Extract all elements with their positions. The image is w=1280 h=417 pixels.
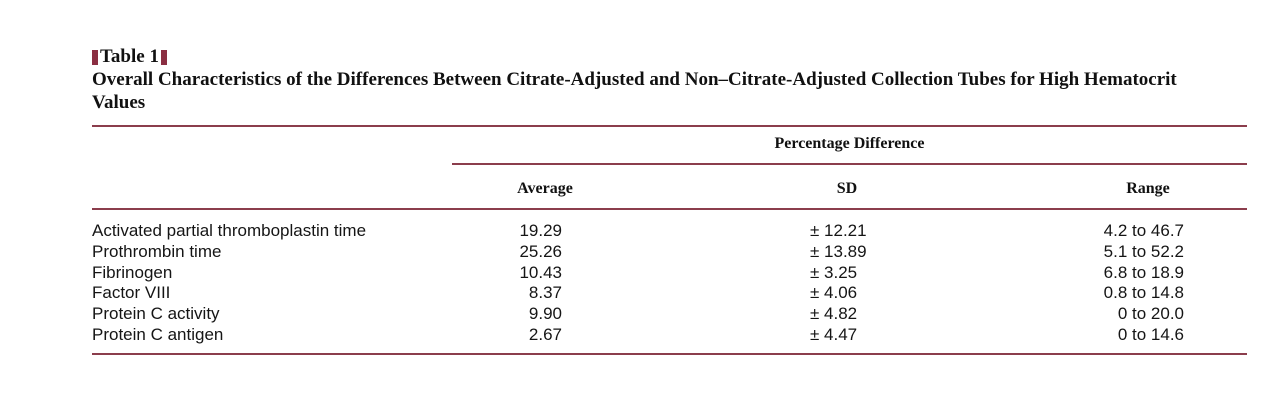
cell-range: 5.1 to 52.2	[1103, 241, 1184, 261]
cell-average: 8.37	[528, 283, 562, 303]
cell-range: 0.8 to 14.8	[1103, 283, 1184, 303]
row-label: Protein C activity	[92, 304, 220, 324]
cell-sd: ± 12.21	[810, 221, 867, 240]
cell-range: 0 to 14.6	[1117, 324, 1184, 344]
cell-sd: ± 13.89	[810, 241, 867, 261]
row-label: Prothrombin time	[92, 241, 222, 261]
column-header-range: Range	[1126, 180, 1170, 197]
cell-average: 25.26	[519, 241, 562, 261]
row-label: Fibrinogen	[92, 262, 173, 282]
table-row: Fibrinogen 10.43 ± 3.25 6.8 to 18.9	[92, 263, 1247, 284]
table-row: Protein C antigen 2.67 ± 4.47 0 to 14.6	[92, 325, 1247, 346]
row-label: Factor VIII	[92, 283, 171, 303]
table-body: Activated partial thromboplastin time 19…	[92, 221, 1247, 346]
table-row: Protein C activity 9.90 ± 4.82 0 to 20.0	[92, 304, 1247, 325]
table-top-rule	[92, 125, 1247, 127]
cell-sd: ± 4.06	[810, 283, 858, 303]
cell-sd: ± 4.47	[810, 324, 858, 344]
cell-sd: ± 3.25	[810, 262, 858, 282]
table-row: Activated partial thromboplastin time 19…	[92, 221, 1247, 242]
table-row: Prothrombin time 25.26 ± 13.89 5.1 to 52…	[92, 242, 1247, 263]
cell-range: 6.8 to 18.9	[1103, 262, 1184, 282]
header-bottom-rule	[92, 208, 1247, 210]
cell-average: 19.29	[519, 221, 562, 240]
table-label-marker-left	[92, 49, 98, 65]
column-spanner-header: Percentage Difference	[774, 135, 925, 152]
cell-average: 2.67	[528, 324, 562, 344]
cell-sd: ± 4.82	[810, 304, 858, 324]
table-row: Factor VIII 8.37 ± 4.06 0.8 to 14.8	[92, 283, 1247, 304]
row-label: Protein C antigen	[92, 324, 224, 344]
spanner-rule	[452, 163, 1247, 165]
cell-range: 4.2 to 46.7	[1103, 221, 1184, 240]
table-container: Table 1 Overall Characteristics of the D…	[92, 46, 1247, 355]
table-title: Overall Characteristics of the Differenc…	[92, 69, 1177, 113]
table-label: Table 1	[92, 46, 1247, 68]
row-label: Activated partial thromboplastin time	[92, 221, 367, 240]
table-bottom-rule	[92, 353, 1247, 355]
column-header-sd: SD	[836, 180, 858, 197]
cell-average: 9.90	[528, 304, 562, 324]
cell-average: 10.43	[519, 262, 562, 282]
cell-range: 0 to 20.0	[1117, 304, 1184, 324]
table-label-text: Table 1	[100, 46, 159, 67]
table-label-marker-right	[160, 49, 167, 65]
column-header-average: Average	[517, 180, 573, 197]
